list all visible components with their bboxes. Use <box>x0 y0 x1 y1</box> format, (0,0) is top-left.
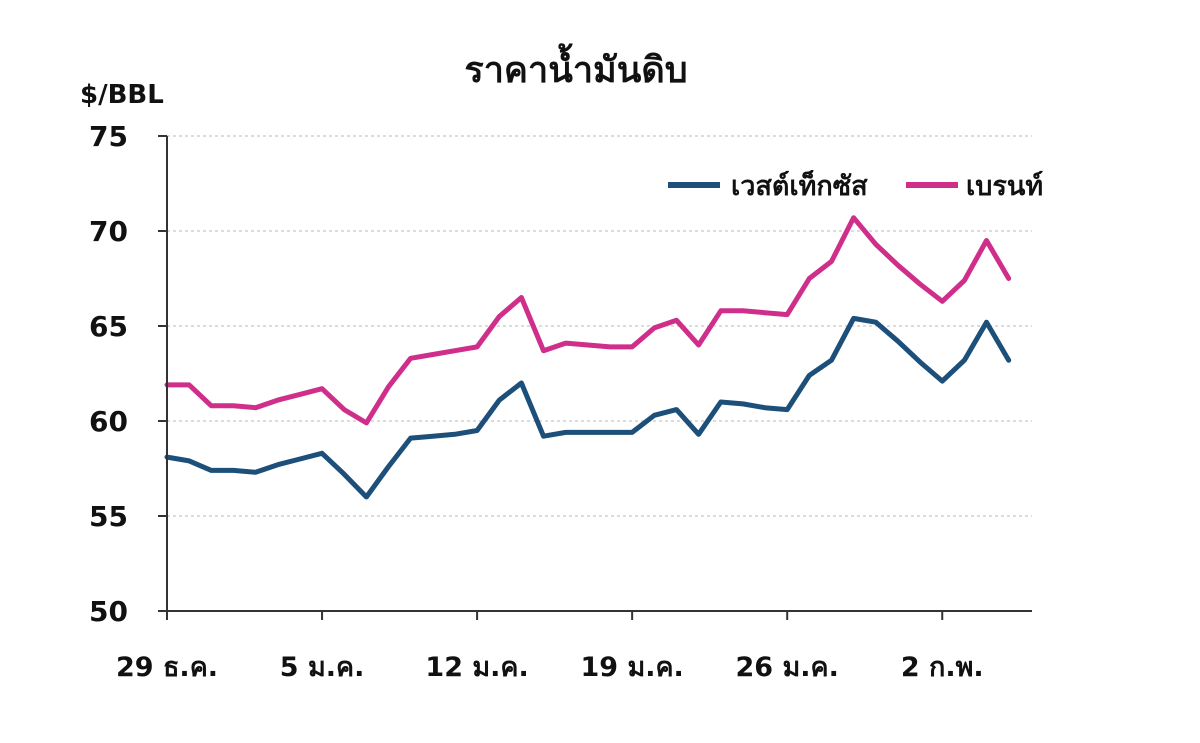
y-tick-label-75: 75 <box>89 120 128 153</box>
x-tick-label-5: 2 ก.พ. <box>901 652 984 683</box>
y-tick-label-60: 60 <box>89 405 128 438</box>
x-tick-label-2: 12 ม.ค. <box>425 652 528 683</box>
x-tick-label-4: 26 ม.ค. <box>736 652 839 683</box>
gridlines <box>167 135 1032 517</box>
legend: เวสต์เท็กซัส เบรนท์ <box>668 168 1043 202</box>
legend-label-0: เวสต์เท็กซัส <box>731 168 868 202</box>
series-line-1 <box>164 215 1012 426</box>
x-tick-label-0: 29 ธ.ค. <box>116 652 218 683</box>
y-tick-label-50: 50 <box>89 595 128 628</box>
legend-label-1: เบรนท์ <box>966 170 1043 202</box>
series-line-0 <box>164 315 1012 500</box>
y-tick-label-70: 70 <box>89 215 128 248</box>
y-axis-ticks: 50 55 60 65 70 75 <box>89 120 167 628</box>
x-tick-label-1: 5 ม.ค. <box>280 652 365 683</box>
x-axis-ticks: 29 ธ.ค. 5 ม.ค. 12 ม.ค. 19 ม.ค. 26 ม.ค. 2 ก.พ. <box>116 611 984 683</box>
chart-title: ราคาน้ำมันดิบ <box>464 43 687 91</box>
series-lines <box>164 215 1012 500</box>
axes <box>166 136 1032 612</box>
y-tick-label-65: 65 <box>89 310 128 343</box>
y-tick-label-55: 55 <box>89 500 128 533</box>
x-tick-label-3: 19 ม.ค. <box>580 652 683 683</box>
y-axis-unit-label: $/BBL <box>80 80 164 110</box>
